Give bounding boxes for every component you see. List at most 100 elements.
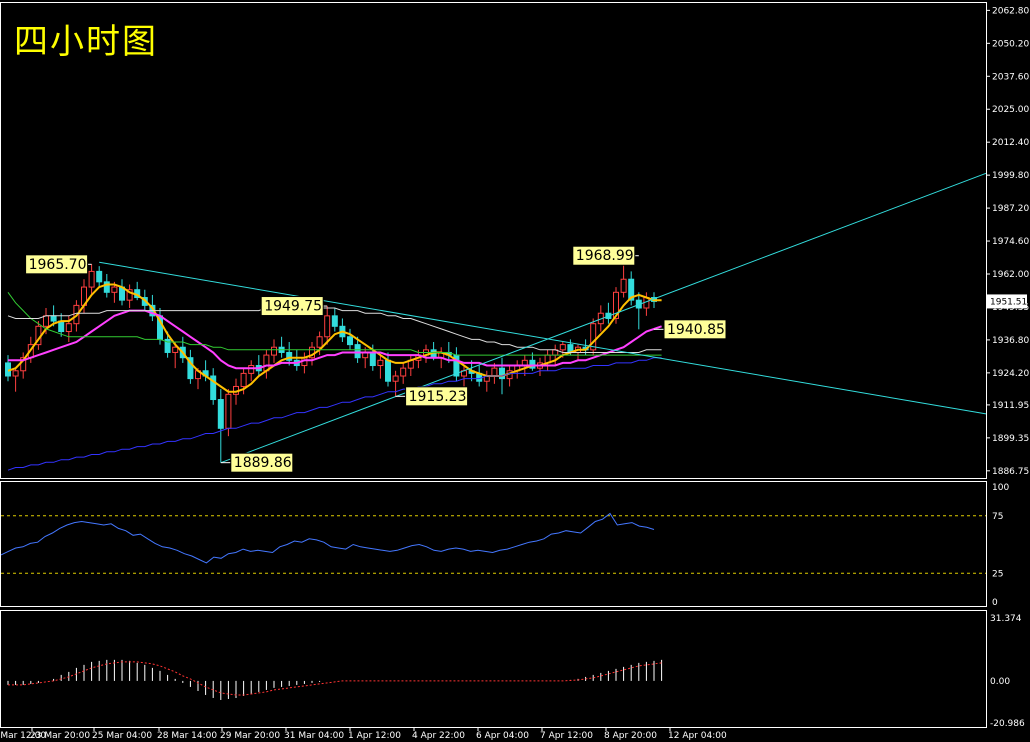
candle-body [172,346,179,353]
x-tick-label: 8 Apr 20:00 [604,731,657,741]
price-tick-label: 2012.40 [992,138,1029,148]
candle-body [111,286,118,293]
callout-label: 1949.75 [264,299,322,315]
candle-body [377,359,384,367]
candle-body [613,291,619,319]
x-tick-label: 31 Mar 04:00 [284,731,344,741]
candle-body [50,315,57,322]
price-tick-label: 2025.00 [992,105,1029,115]
callout-label: 1889.86 [234,455,292,471]
price-tick-label: 2037.60 [992,72,1029,82]
candle-body [628,278,635,301]
ma_white-line [7,307,662,353]
macd-tick-label: -20.986 [990,719,1025,729]
candle-body [499,367,505,380]
candle-body [43,315,49,327]
trendline [220,172,987,464]
rsi-tick-label: 0 [992,598,998,608]
x-tick-label: 7 Apr 12:00 [540,731,593,741]
callout-box [572,245,636,266]
macd-panel: 31.374 0.00 -20.986 [7,614,1025,729]
callout-box [25,254,89,275]
candle-body [347,336,353,346]
ma_fast-line [7,283,662,393]
candle-body [187,357,194,380]
price-tick-label: 1987.20 [992,204,1029,214]
panel-frame-1 [0,2,987,479]
candle-body [331,315,338,327]
candle-body [324,315,331,338]
x-tick-label: 29 Mar 20:00 [220,731,280,741]
candle-body [529,359,536,369]
macd-tick-label: 31.374 [990,614,1022,624]
price-tick-label: 1911.95 [992,401,1029,411]
candle-body [385,359,391,382]
callout-label: 1940.85 [667,322,725,338]
x-tick-label: 6 Apr 04:00 [476,731,529,741]
candle-body [559,344,566,351]
callout-box [230,452,294,473]
candle-body [65,323,72,333]
ma_long-line [7,357,662,471]
candle-body [12,370,19,377]
price-tick-label: 1974.60 [992,237,1029,247]
rsi-tick-label: 25 [992,569,1003,579]
callout-label: 1968.99 [576,248,634,264]
price-tick-label: 1936.80 [992,336,1029,346]
candle-body [316,336,323,348]
candle-body [217,399,224,429]
chart-title: 四小时图 [14,22,158,62]
rsi-line [0,512,655,564]
rsi-tick-label: 100 [992,483,1009,493]
x-tick-label: 4 Apr 22:00 [412,731,465,741]
macd-signal-line [8,661,662,696]
candle-body [369,351,376,367]
ma_slow-line [7,292,662,356]
panel-frame-2 [0,481,987,607]
candle-body [286,351,293,361]
callout-box [405,386,469,407]
panel-frames [0,2,987,728]
candle-body [88,270,95,288]
candle-body [210,375,217,401]
candle-body [164,338,171,353]
callout-box [260,296,324,317]
rsi-panel: 100 75 25 0 [0,483,1009,608]
x-tick-label: 1 Apr 12:00 [348,731,401,741]
price-panel: 2062.80 2050.20 2037.60 2025.00 2012.40 1999.… [5,6,1029,477]
price-tick-label: 1962.00 [992,270,1029,280]
candle-body [271,346,277,356]
candle-body [354,344,361,359]
candle-body [491,367,498,377]
price-tick-label: 1899.35 [992,434,1029,444]
panel-frame-3 [0,610,987,728]
rsi-tick-label: 75 [992,512,1003,522]
last-price-label: 1951.51 [990,297,1027,307]
candle-body [126,289,133,301]
callout-box [663,319,727,340]
price-tick-label: 1924.20 [992,369,1029,379]
price-tick-label: 1886.75 [992,467,1029,477]
candle-body [96,270,103,283]
candle-body [240,372,247,387]
macd-tick-label: 0.00 [990,677,1010,687]
price-tick-label: 2062.80 [992,6,1029,16]
callout-label: 1965.70 [29,257,87,273]
price-tick-label: 1999.80 [992,171,1029,181]
last-price-tag [987,294,1027,309]
candle-body [225,393,232,429]
x-tick-label: 23 Mar 20:00 [30,731,90,741]
x-tick-label: 28 Mar 14:00 [157,731,217,741]
candle-body [392,375,399,382]
x-tick-label: 12 Apr 04:00 [668,731,727,741]
price-tick-label: 2050.20 [992,39,1029,49]
ma_mid-line [8,309,662,370]
trendline [99,261,987,415]
callout-label: 1915.23 [409,389,467,405]
x-tick-label: 25 Mar 04:00 [92,731,152,741]
candle-body [103,281,110,293]
candle-body [400,367,407,377]
x-tick-label: 22 Mar 12:00 [0,731,46,741]
